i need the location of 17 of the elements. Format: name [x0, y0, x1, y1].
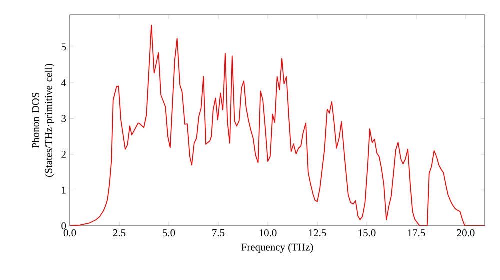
x-tick-label: 5.0 [163, 230, 176, 237]
y-tick-label: 4 [61, 80, 66, 86]
x-axis-title: Frequency (THz) [242, 243, 314, 253]
x-tick-label: 10.0 [260, 230, 277, 237]
y-tick-label: 2 [62, 151, 66, 158]
y-tick-label: 3 [62, 115, 66, 122]
y-tick-label: 0 [62, 222, 66, 230]
y-axis-title: Phonon DOS (States/THz·primitive cell) [32, 64, 54, 177]
x-tick-label: 20.0 [457, 230, 475, 237]
y-tick-label: 1 [62, 186, 66, 194]
x-tick-label: 0.0 [64, 230, 76, 237]
x-tick-label: 15.0 [358, 230, 376, 237]
x-tick-label: 7.5 [212, 230, 225, 237]
y-tick-label: 5 [62, 44, 66, 51]
x-tick-label: 12.5 [309, 230, 326, 237]
x-tick-label: 17.5 [408, 230, 426, 237]
x-tick-label: 2.5 [113, 230, 126, 237]
